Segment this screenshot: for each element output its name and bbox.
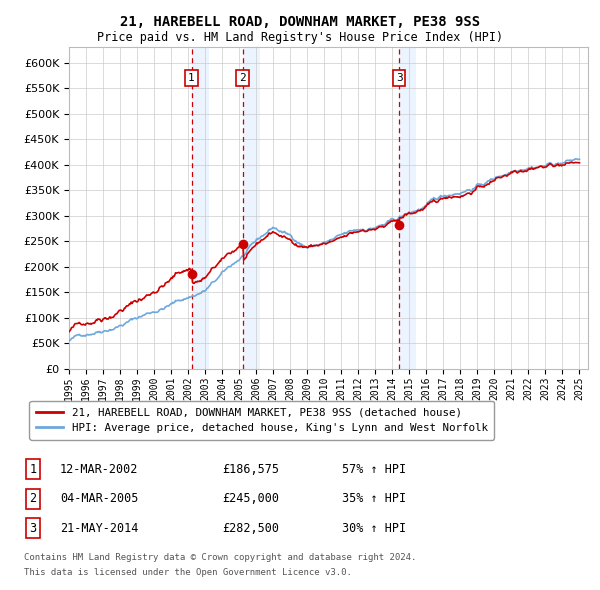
Text: 3: 3 <box>396 73 403 83</box>
Text: 2: 2 <box>239 73 246 83</box>
Text: Contains HM Land Registry data © Crown copyright and database right 2024.: Contains HM Land Registry data © Crown c… <box>24 553 416 562</box>
Text: 1: 1 <box>29 463 37 476</box>
Text: 1: 1 <box>188 73 195 83</box>
Text: 04-MAR-2005: 04-MAR-2005 <box>60 492 139 505</box>
Bar <box>399 47 416 369</box>
Text: This data is licensed under the Open Government Licence v3.0.: This data is licensed under the Open Gov… <box>24 568 352 577</box>
Text: Price paid vs. HM Land Registry's House Price Index (HPI): Price paid vs. HM Land Registry's House … <box>97 31 503 44</box>
Legend: 21, HAREBELL ROAD, DOWNHAM MARKET, PE38 9SS (detached house), HPI: Average price: 21, HAREBELL ROAD, DOWNHAM MARKET, PE38 … <box>29 401 494 440</box>
Bar <box>191 47 209 369</box>
Text: £186,575: £186,575 <box>222 463 279 476</box>
Text: 12-MAR-2002: 12-MAR-2002 <box>60 463 139 476</box>
Bar <box>242 47 260 369</box>
Text: 21-MAY-2014: 21-MAY-2014 <box>60 522 139 535</box>
Text: £245,000: £245,000 <box>222 492 279 505</box>
Text: 57% ↑ HPI: 57% ↑ HPI <box>342 463 406 476</box>
Text: 30% ↑ HPI: 30% ↑ HPI <box>342 522 406 535</box>
Text: 21, HAREBELL ROAD, DOWNHAM MARKET, PE38 9SS: 21, HAREBELL ROAD, DOWNHAM MARKET, PE38 … <box>120 15 480 29</box>
Text: 2: 2 <box>29 492 37 505</box>
Text: 3: 3 <box>29 522 37 535</box>
Text: 35% ↑ HPI: 35% ↑ HPI <box>342 492 406 505</box>
Text: £282,500: £282,500 <box>222 522 279 535</box>
